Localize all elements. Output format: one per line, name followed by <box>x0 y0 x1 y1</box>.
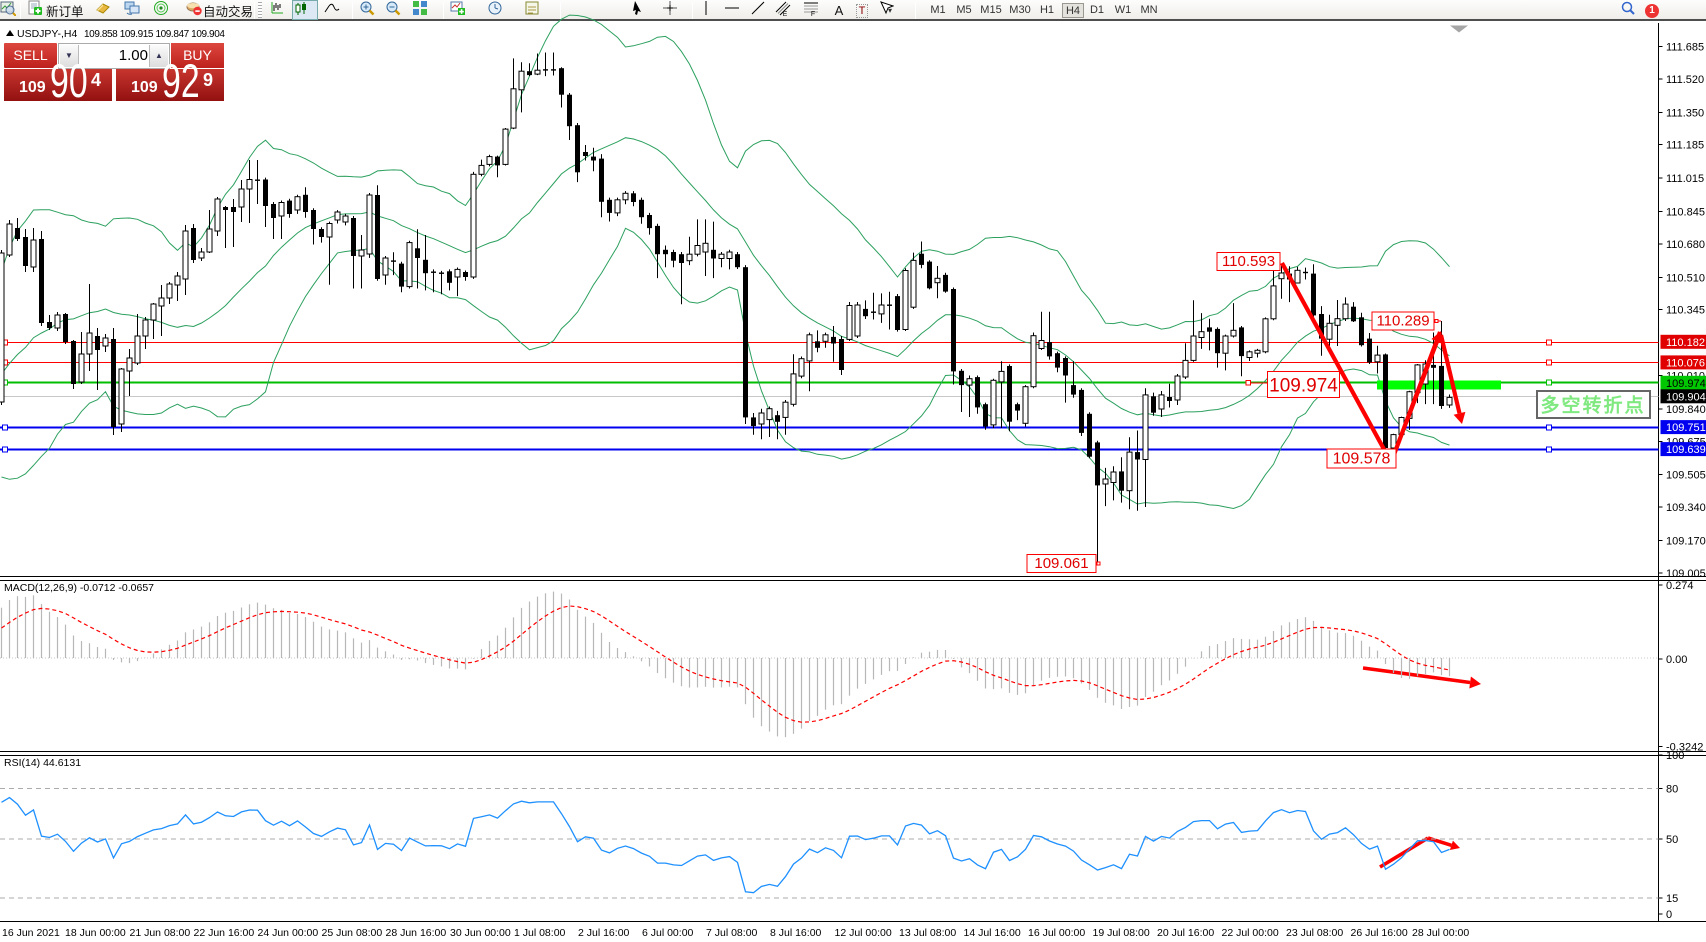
svg-text:109.061: 109.061 <box>1034 555 1088 572</box>
svg-text:14 Jul 16:00: 14 Jul 16:00 <box>964 927 1021 939</box>
svg-text:25 Jun 08:00: 25 Jun 08:00 <box>322 927 383 939</box>
svg-text:26 Jul 16:00: 26 Jul 16:00 <box>1351 927 1408 939</box>
svg-text:110.345: 110.345 <box>1666 305 1705 317</box>
svg-text:110.510: 110.510 <box>1666 272 1705 284</box>
svg-text:109.170: 109.170 <box>1666 535 1706 547</box>
svg-text:多空转折点: 多空转折点 <box>1540 394 1645 417</box>
svg-text:111.185: 111.185 <box>1666 140 1704 152</box>
svg-text:109.578: 109.578 <box>1333 451 1391 468</box>
svg-text:2 Jul 16:00: 2 Jul 16:00 <box>578 927 630 939</box>
svg-text:109.974: 109.974 <box>1666 378 1706 390</box>
svg-text:109.840: 109.840 <box>1666 404 1706 416</box>
svg-text:-0.3242: -0.3242 <box>1666 742 1703 754</box>
svg-text:111.015: 111.015 <box>1666 173 1704 185</box>
svg-text:6 Jul 00:00: 6 Jul 00:00 <box>642 927 694 939</box>
svg-text:111.520: 111.520 <box>1666 74 1704 86</box>
svg-text:109.340: 109.340 <box>1666 502 1706 514</box>
svg-text:13 Jul 08:00: 13 Jul 08:00 <box>899 927 956 939</box>
svg-text:24 Jun 00:00: 24 Jun 00:00 <box>258 927 319 939</box>
svg-text:30 Jun 00:00: 30 Jun 00:00 <box>450 927 511 939</box>
svg-text:111.350: 111.350 <box>1666 107 1704 119</box>
svg-text:110.289: 110.289 <box>1376 313 1429 330</box>
svg-text:0: 0 <box>1666 909 1672 921</box>
svg-text:109.639: 109.639 <box>1666 444 1706 456</box>
svg-text:110.182: 110.182 <box>1666 337 1705 349</box>
svg-text:21 Jun 08:00: 21 Jun 08:00 <box>130 927 191 939</box>
svg-text:109.858 109.915 109.847 109.90: 109.858 109.915 109.847 109.904 <box>84 29 225 40</box>
svg-text:110.680: 110.680 <box>1666 239 1705 251</box>
svg-text:16 Jun 2021: 16 Jun 2021 <box>2 927 60 939</box>
svg-text:15: 15 <box>1666 893 1678 905</box>
svg-text:20 Jul 16:00: 20 Jul 16:00 <box>1157 927 1214 939</box>
svg-text:0.274: 0.274 <box>1666 580 1694 592</box>
svg-text:18 Jun 00:00: 18 Jun 00:00 <box>65 927 126 939</box>
svg-text:109.751: 109.751 <box>1666 422 1706 434</box>
svg-text:28 Jul 00:00: 28 Jul 00:00 <box>1412 927 1469 939</box>
svg-text:100: 100 <box>1666 750 1684 762</box>
svg-text:12 Jul 00:00: 12 Jul 00:00 <box>835 927 892 939</box>
svg-text:23 Jul 08:00: 23 Jul 08:00 <box>1286 927 1343 939</box>
svg-text:109.974: 109.974 <box>1269 376 1338 397</box>
svg-text:22 Jul 00:00: 22 Jul 00:00 <box>1222 927 1279 939</box>
svg-text:80: 80 <box>1666 784 1678 796</box>
svg-text:16 Jul 00:00: 16 Jul 00:00 <box>1028 927 1085 939</box>
svg-text:1 Jul 08:00: 1 Jul 08:00 <box>514 927 566 939</box>
svg-text:109.904: 109.904 <box>1666 391 1706 403</box>
svg-text:109.005: 109.005 <box>1666 568 1706 580</box>
svg-text:7 Jul 08:00: 7 Jul 08:00 <box>706 927 758 939</box>
svg-text:RSI(14) 44.6131: RSI(14) 44.6131 <box>4 757 81 769</box>
svg-text:22 Jun 16:00: 22 Jun 16:00 <box>194 927 255 939</box>
svg-text:19 Jul 08:00: 19 Jul 08:00 <box>1093 927 1150 939</box>
svg-text:110.593: 110.593 <box>1222 253 1275 270</box>
svg-text:110.076: 110.076 <box>1666 357 1705 369</box>
svg-text:8 Jul 16:00: 8 Jul 16:00 <box>770 927 822 939</box>
svg-text:50: 50 <box>1666 834 1678 846</box>
svg-text:110.845: 110.845 <box>1666 207 1705 219</box>
svg-text:109.505: 109.505 <box>1666 470 1706 482</box>
svg-text:MACD(12,26,9) -0.0712 -0.0657: MACD(12,26,9) -0.0712 -0.0657 <box>4 582 154 594</box>
svg-text:0.00: 0.00 <box>1666 654 1687 666</box>
svg-text:111.685: 111.685 <box>1666 42 1704 54</box>
svg-text:USDJPY-,H4: USDJPY-,H4 <box>17 28 77 40</box>
svg-text:28 Jun 16:00: 28 Jun 16:00 <box>386 927 447 939</box>
